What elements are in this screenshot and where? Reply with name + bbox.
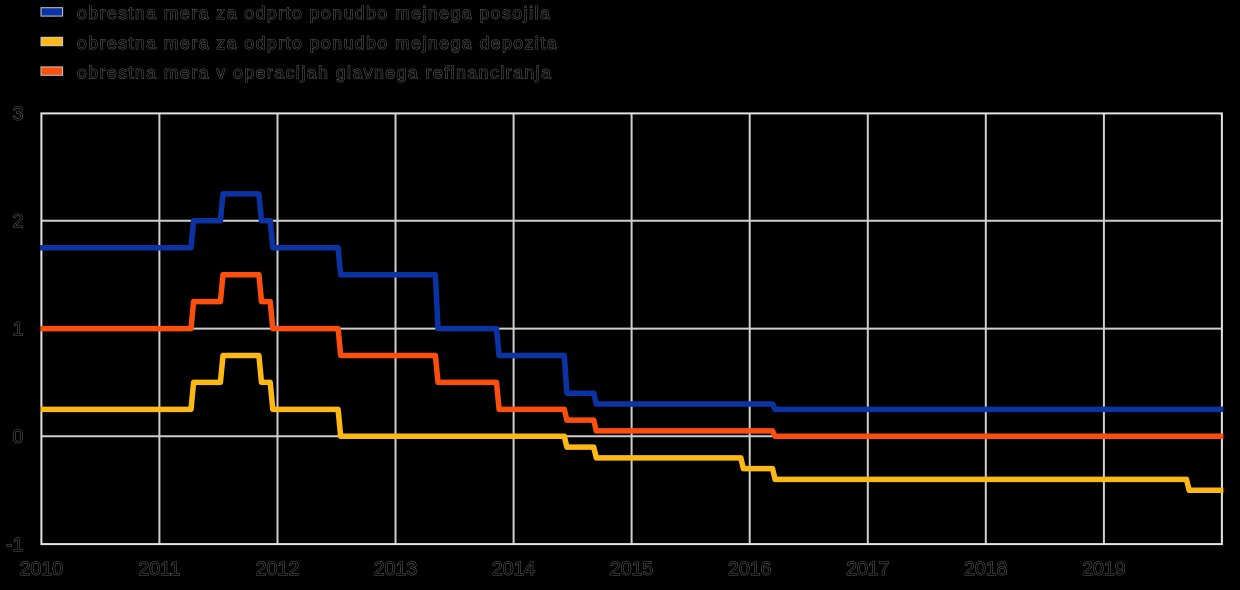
svg-text:obrestna mera za odprto ponudb: obrestna mera za odprto ponudbo mejnega … bbox=[77, 3, 551, 23]
svg-text:2017: 2017 bbox=[846, 558, 889, 580]
svg-text:-1: -1 bbox=[6, 534, 23, 556]
svg-text:2014: 2014 bbox=[492, 558, 536, 580]
svg-text:1: 1 bbox=[13, 318, 24, 340]
svg-text:2018: 2018 bbox=[964, 558, 1007, 580]
svg-text:obrestna mera za odprto ponudb: obrestna mera za odprto ponudbo mejnega … bbox=[77, 33, 558, 53]
svg-text:2010: 2010 bbox=[20, 558, 64, 580]
svg-text:obrestna mera v operacijah gla: obrestna mera v operacijah glavnega refi… bbox=[77, 62, 552, 82]
svg-text:0: 0 bbox=[13, 426, 24, 448]
svg-text:2013: 2013 bbox=[374, 558, 417, 580]
svg-text:2011: 2011 bbox=[138, 558, 180, 580]
svg-text:2012: 2012 bbox=[256, 558, 299, 580]
svg-text:3: 3 bbox=[13, 103, 24, 125]
svg-text:2015: 2015 bbox=[610, 558, 654, 580]
svg-text:2019: 2019 bbox=[1082, 558, 1125, 580]
svg-text:2: 2 bbox=[13, 211, 24, 233]
svg-text:2016: 2016 bbox=[728, 558, 771, 580]
